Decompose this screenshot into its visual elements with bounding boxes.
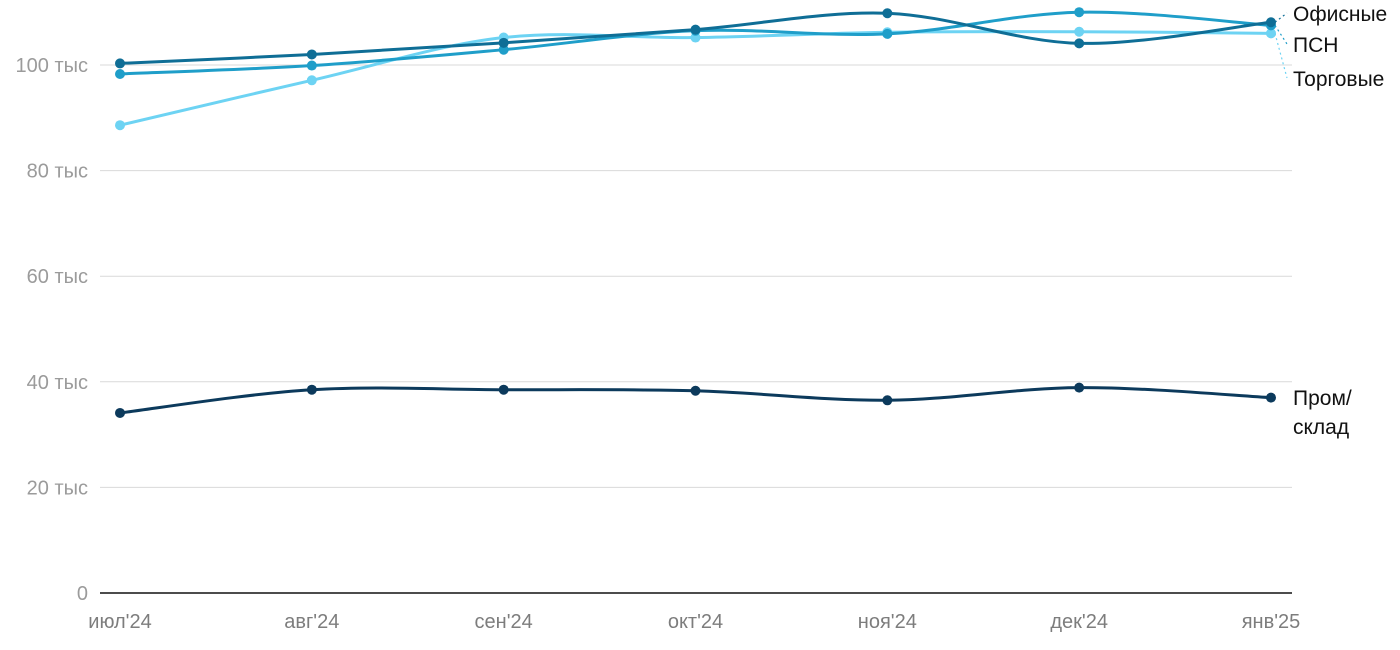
x-tick-label: июл'24 [88, 611, 151, 633]
x-tick-label: окт'24 [668, 611, 723, 633]
label-leader [1274, 25, 1288, 45]
data-point [690, 32, 701, 43]
data-point [1074, 26, 1085, 37]
data-point [115, 58, 125, 69]
label-leader [1274, 12, 1288, 23]
x-tick-label: авг'24 [284, 611, 339, 633]
data-point [306, 384, 317, 395]
x-tick-label: ноя'24 [858, 611, 917, 633]
data-point [882, 8, 893, 19]
x-axis-ticks: июл'24 авг'24 сен'24 окт'24 ноя'24 дек'24 янв'… [88, 611, 1300, 633]
data-point [882, 28, 893, 39]
data-point [690, 385, 701, 396]
data-point [1266, 17, 1276, 28]
series-line [118, 30, 1273, 127]
data-point [306, 75, 317, 86]
data-point [115, 120, 125, 131]
data-point [1074, 38, 1085, 49]
label-leader [1274, 33, 1288, 79]
y-tick-label: 80 тыс [27, 161, 88, 183]
series-labels: Офисные ПСН Торговые Пром/склад [1274, 3, 1387, 439]
series-label: Офисные [1293, 3, 1387, 26]
y-axis-ticks: 0 20 тыс 40 тыс 60 тыс 80 тыс 100 тыс [16, 55, 88, 605]
y-tick-label: 0 [77, 583, 88, 605]
data-point [306, 49, 317, 60]
x-tick-label: янв'25 [1242, 611, 1301, 633]
data-point [498, 44, 509, 55]
data-point [882, 395, 893, 406]
series-label: Торговые [1293, 68, 1384, 91]
y-tick-label: 40 тыс [27, 372, 88, 394]
data-point [115, 407, 125, 418]
x-tick-label: дек'24 [1050, 611, 1108, 633]
data-point [306, 60, 317, 71]
x-tick-label: сен'24 [475, 611, 533, 633]
data-point [115, 68, 125, 79]
data-point [498, 384, 509, 395]
series-label: ПСН [1293, 34, 1338, 57]
data-point [1266, 28, 1276, 39]
data-point [1266, 392, 1276, 403]
data-point [1074, 7, 1085, 18]
data-point [1074, 382, 1085, 393]
y-tick-label: 100 тыс [16, 55, 88, 77]
y-tick-label: 20 тыс [27, 477, 88, 499]
series-4 [115, 382, 1276, 418]
series-label: Пром/склад [1293, 387, 1352, 439]
y-tick-label: 60 тыс [27, 266, 88, 288]
data-point [498, 37, 509, 48]
series-1 [115, 8, 1276, 69]
grid [100, 64, 1292, 488]
data-point [690, 24, 701, 35]
series [115, 7, 1276, 418]
